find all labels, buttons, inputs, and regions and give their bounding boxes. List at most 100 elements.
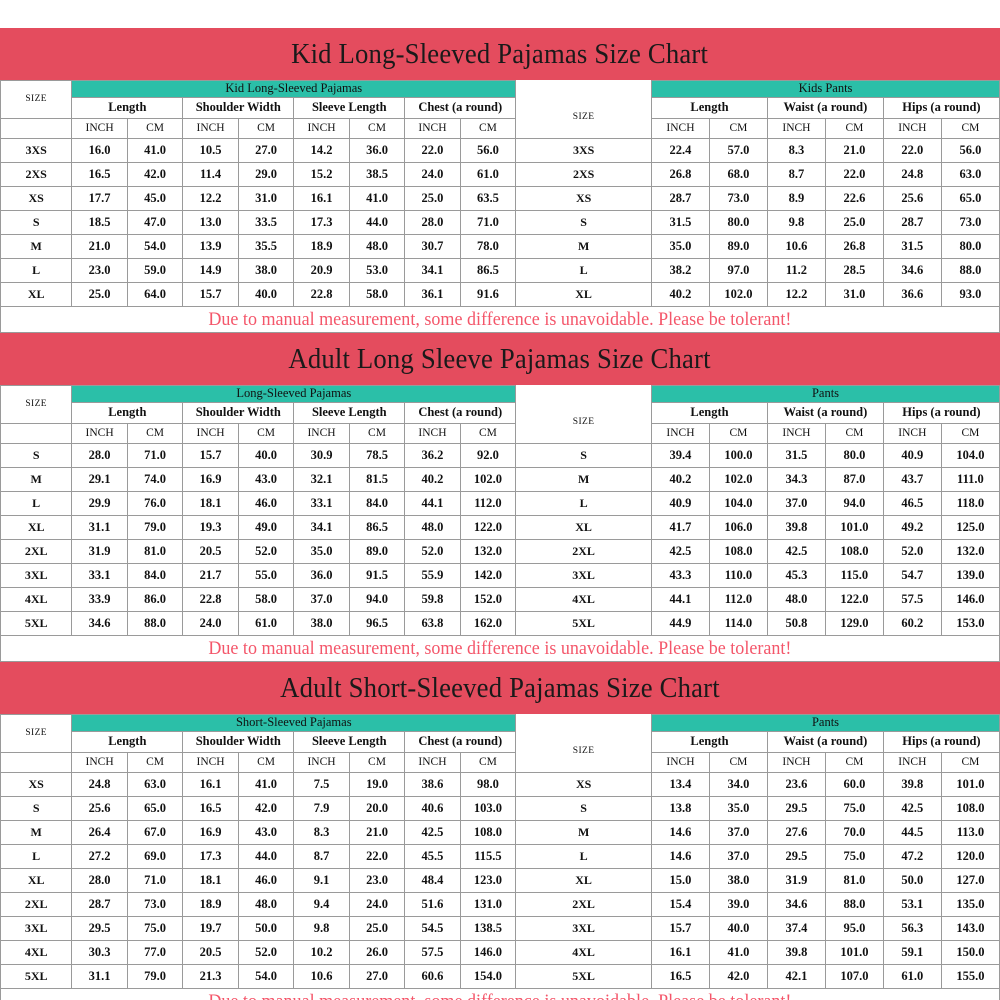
data-cell: 52.0 (237, 940, 295, 965)
data-cell: 71.0 (126, 868, 184, 893)
data-cell: 15.7 (651, 916, 710, 941)
data-cell: 95.0 (824, 916, 884, 941)
data-cell: 33.1 (71, 563, 128, 588)
data-cell: 38.0 (237, 258, 295, 283)
data-cell: 20.5 (182, 940, 239, 965)
data-cell: 41.7 (651, 515, 710, 540)
data-cell: 22.8 (182, 587, 239, 612)
unit-cm-header: CM (940, 423, 1000, 444)
data-cell: 10.2 (293, 940, 350, 965)
data-cell: 80.0 (708, 210, 768, 235)
data-cell: 18.9 (182, 892, 239, 917)
data-cell: 73.0 (940, 210, 1000, 235)
data-cell: 48.4 (404, 868, 461, 893)
section-title: Adult Short-Sleeved Pajamas Size Chart (280, 671, 720, 704)
data-cell: 47.2 (882, 844, 942, 869)
data-cell: 10.6 (293, 964, 350, 989)
measure-header-row: Length Shoulder Width Sleeve Length Chest (… (1, 402, 1000, 444)
data-cell: 155.0 (940, 964, 1000, 989)
data-cell: 73.0 (126, 892, 184, 917)
size-table-adult-long-sleeve: SIZE Long-Sleeved Pajamas Pants Length Shoul… (0, 385, 1000, 636)
data-cell: 146.0 (940, 587, 1000, 612)
left-group-header: Short-Sleeved Pajamas (71, 714, 517, 732)
data-cell: 34.3 (766, 467, 826, 492)
unit-inch-header: INCH (71, 752, 128, 773)
row-size-label: XS (0, 186, 73, 211)
left-measure-header: Chest (a round) (404, 731, 517, 753)
data-cell: 106.0 (708, 515, 768, 540)
data-cell: 30.3 (71, 940, 128, 965)
table-row: 4XL 30.3 77.0 20.5 52.0 10.2 26.0 57.5 146.0 4XL 1… (0, 940, 1000, 965)
row-size-label-right: 3XL (515, 563, 652, 588)
row-size-label: 3XL (0, 916, 73, 941)
data-cell: 34.6 (882, 258, 942, 283)
data-cell: 56.0 (940, 138, 1000, 163)
table-row: 3XL 29.5 75.0 19.7 50.0 9.8 25.0 54.5 138.5 3XL 15… (0, 916, 1000, 941)
data-cell: 63.0 (940, 162, 1000, 187)
unit-inch-header: INCH (293, 423, 350, 444)
unit-inch-header: INCH (71, 118, 128, 139)
left-measure-header: Chest (a round) (404, 402, 517, 424)
data-cell: 65.0 (126, 796, 184, 821)
data-cell: 40.9 (651, 491, 710, 516)
data-cell: 18.5 (71, 210, 128, 235)
data-cell: 142.0 (459, 563, 517, 588)
data-cell: 92.0 (459, 443, 517, 468)
row-size-label-right: 3XL (515, 916, 652, 941)
data-cell: 25.0 (71, 282, 128, 307)
data-cell: 154.0 (459, 964, 517, 989)
data-cell: 32.1 (293, 467, 350, 492)
data-cell: 14.6 (651, 844, 710, 869)
data-cell: 18.1 (182, 868, 239, 893)
row-size-label-right: 4XL (515, 940, 652, 965)
size-column-header-right: SIZE (515, 97, 652, 139)
right-measure-header: Hips (a round) (882, 97, 1000, 119)
data-cell: 43.3 (651, 563, 710, 588)
data-cell: 122.0 (459, 515, 517, 540)
data-cell: 25.6 (71, 796, 128, 821)
data-cell: 27.6 (766, 820, 826, 845)
unit-cm-header: CM (126, 118, 184, 139)
table-row: M 21.0 54.0 13.9 35.5 18.9 48.0 30.7 78.0 M 35.0 89… (0, 234, 1000, 259)
data-cell: 91.6 (459, 282, 517, 307)
data-cell: 94.0 (348, 587, 406, 612)
data-cell: 49.2 (882, 515, 942, 540)
data-cell: 129.0 (824, 611, 884, 636)
row-size-label: 3XS (0, 138, 73, 163)
data-cell: 8.9 (766, 186, 826, 211)
size-column-header-left: SIZE (0, 714, 73, 753)
data-cell: 31.1 (71, 964, 128, 989)
data-cell: 39.8 (766, 515, 826, 540)
data-cell: 76.0 (126, 491, 184, 516)
unit-cm-header: CM (708, 118, 768, 139)
data-cell: 59.1 (882, 940, 942, 965)
data-cell: 54.0 (126, 234, 184, 259)
data-cell: 34.6 (71, 611, 128, 636)
data-cell: 39.8 (766, 940, 826, 965)
row-size-label: L (0, 491, 73, 516)
data-cell: 20.0 (348, 796, 406, 821)
row-size-label-right: L (515, 491, 652, 516)
data-cell: 52.0 (404, 539, 461, 564)
row-size-label-right: XS (515, 186, 652, 211)
data-cell: 40.0 (708, 916, 768, 941)
data-cell: 63.5 (459, 186, 517, 211)
data-cell: 21.7 (182, 563, 239, 588)
data-cell: 101.0 (940, 772, 1000, 797)
table-row: XL 28.0 71.0 18.1 46.0 9.1 23.0 48.4 123.0 XL 15.0… (0, 868, 1000, 893)
unit-cm-header: CM (237, 423, 295, 444)
row-size-label-right: 5XL (515, 611, 652, 636)
unit-cm-header: CM (940, 752, 1000, 773)
data-cell: 22.0 (404, 138, 461, 163)
data-cell: 50.0 (237, 916, 295, 941)
data-cell: 16.0 (71, 138, 128, 163)
data-cell: 26.0 (348, 940, 406, 965)
data-cell: 102.0 (708, 282, 768, 307)
data-cell: 80.0 (940, 234, 1000, 259)
data-cell: 21.3 (182, 964, 239, 989)
left-group-header: Long-Sleeved Pajamas (71, 385, 517, 403)
data-cell: 86.5 (459, 258, 517, 283)
data-cell: 46.5 (882, 491, 942, 516)
group-header-row: SIZE Short-Sleeved Pajamas Pants (0, 714, 1000, 753)
